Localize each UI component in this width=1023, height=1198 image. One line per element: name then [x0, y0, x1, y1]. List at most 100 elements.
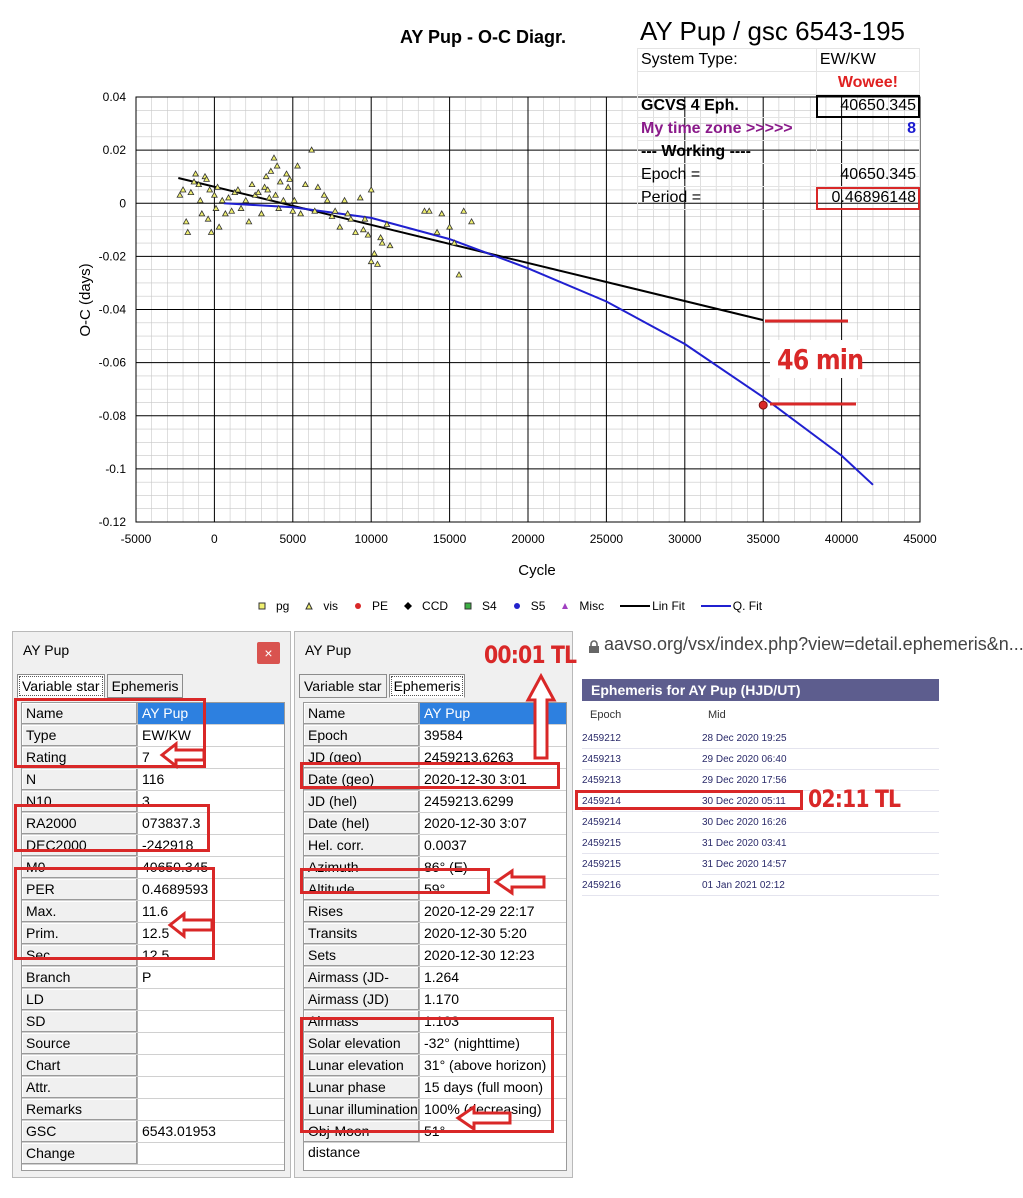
property-value: 39584 [424, 727, 463, 743]
tab-ephemeris[interactable]: Ephemeris [106, 674, 184, 698]
property-row[interactable]: Airmass (JD) 1.170 [304, 989, 566, 1011]
y-tick-label: -0.08 [99, 409, 127, 423]
info-row: --- Working ---- [637, 140, 921, 164]
property-value: 2020-12-30 3:01 [424, 771, 527, 787]
close-button[interactable]: × [257, 642, 280, 664]
info-label: Epoch = [637, 163, 817, 187]
property-row[interactable]: Sets 2020-12-30 12:23 [304, 945, 566, 967]
property-value: -32° (nighttime) [424, 1035, 520, 1051]
ephemeris-epoch: 2459216 [582, 880, 621, 891]
property-key: Change [22, 1143, 138, 1164]
property-row[interactable]: Solar elevation -32° (nighttime) [304, 1033, 566, 1055]
property-row[interactable]: Date (geo) 2020-12-30 3:01 [304, 769, 566, 791]
wowee-text: Wowee! [815, 71, 921, 95]
property-row[interactable]: Prim. 12.5 [22, 923, 284, 945]
ephemeris-row: 2459215 31 Dec 2020 14:57 [582, 853, 939, 875]
address-bar-url[interactable]: aavso.org/vsx/index.php?view=detail.ephe… [604, 634, 1023, 654]
property-key: Name [22, 703, 138, 724]
legend-label: pg [276, 599, 290, 613]
legend-label: Lin Fit [652, 599, 685, 613]
vis-point [272, 191, 280, 198]
legend-triangle-icon [305, 602, 314, 610]
highlight-box [300, 868, 490, 894]
variable-star-window: AY Pup × Variable star Ephemeris Name AY … [12, 631, 291, 1178]
property-row[interactable]: Rises 2020-12-29 22:17 [304, 901, 566, 923]
property-row[interactable]: Attr. [22, 1077, 284, 1099]
x-axis-label: Cycle [518, 562, 556, 579]
info-label: --- Working ---- [637, 140, 817, 164]
vis-point [314, 183, 322, 190]
y-tick-label: 0.02 [103, 143, 127, 157]
property-key: RA2000 [22, 813, 138, 834]
property-row[interactable]: Date (hel) 2020-12-30 3:07 [304, 813, 566, 835]
property-row[interactable]: Azimuth 86° (E) [304, 857, 566, 879]
x-tick-label: 45000 [903, 532, 937, 546]
property-row[interactable]: Transits 2020-12-30 5:20 [304, 923, 566, 945]
property-value: 2020-12-30 12:23 [424, 947, 535, 963]
property-row[interactable]: PER 0.4689593 [22, 879, 284, 901]
highlight-box [14, 804, 210, 852]
legend-item: PE [354, 599, 388, 613]
tab-bar: Variable star Ephemeris [17, 674, 185, 698]
x-tick-label: 5000 [279, 532, 306, 546]
property-row[interactable]: Max. 11.6 [22, 901, 284, 923]
property-key: Chart [22, 1055, 138, 1076]
tab-variable-star[interactable]: Variable star [299, 674, 387, 698]
property-key: Remarks [22, 1099, 138, 1120]
vis-point [207, 228, 215, 235]
legend-label: S5 [530, 599, 546, 613]
property-row[interactable]: Change [22, 1143, 284, 1165]
vis-point [323, 196, 331, 203]
property-row[interactable]: Rating 7 [22, 747, 284, 769]
property-row[interactable]: GSC 6543.01953 [22, 1121, 284, 1143]
vis-point [257, 210, 265, 217]
property-row[interactable]: LD [22, 989, 284, 1011]
property-row[interactable]: Epoch 39584 [304, 725, 566, 747]
tab-variable-star[interactable]: Variable star [17, 674, 105, 698]
property-row[interactable]: Source [22, 1033, 284, 1055]
property-row[interactable]: Type EW/KW [22, 725, 284, 747]
arrow-left-icon [159, 740, 206, 770]
property-row[interactable]: RA2000 073837.3 [22, 813, 284, 835]
property-row[interactable]: N 116 [22, 769, 284, 791]
property-row[interactable]: Hel. corr. 0.0037 [304, 835, 566, 857]
legend-label: Q. Fit [732, 599, 763, 613]
period-value: 0.46896148 [815, 186, 921, 210]
vis-point [433, 228, 441, 235]
arrow-up-icon [525, 672, 557, 760]
property-value: 3 [142, 793, 150, 809]
property-row[interactable]: Chart [22, 1055, 284, 1077]
vis-point [264, 186, 272, 193]
property-row[interactable]: Lunar phase 15 days (full moon) [304, 1077, 566, 1099]
y-tick-label: -0.04 [99, 303, 127, 317]
pe-point [758, 400, 768, 410]
legend-circle-icon [513, 603, 520, 609]
series-q-fit [223, 202, 874, 486]
property-row[interactable]: Branch P [22, 967, 284, 989]
property-key: Sets [304, 945, 420, 966]
vis-point [198, 210, 206, 217]
property-row[interactable]: Lunar elevation 31° (above horizon) [304, 1055, 566, 1077]
vis-point [377, 233, 385, 241]
property-row[interactable]: Name AY Pup [22, 703, 284, 725]
vis-point [184, 228, 192, 235]
property-value: 0.0037 [424, 837, 467, 853]
vis-point [301, 180, 309, 188]
property-row[interactable]: Remarks [22, 1099, 284, 1121]
gcvs-eph-input[interactable]: 40650.345 [815, 94, 921, 118]
ephemeris-mid: 30 Dec 2020 05:11 [702, 796, 786, 807]
property-key: Epoch [304, 725, 420, 746]
property-row[interactable]: SD [22, 1011, 284, 1033]
ephemeris-epoch: 2459214 [582, 817, 621, 828]
legend-label: Misc [579, 599, 605, 613]
vis-point [262, 172, 270, 180]
ephemeris-epoch: 2459214 [582, 796, 621, 807]
property-row[interactable]: Lunar illumination 100% (decreasing) [304, 1099, 566, 1121]
property-row[interactable]: Name AY Pup [304, 703, 566, 725]
property-row[interactable]: JD (hel) 2459213.6299 [304, 791, 566, 813]
property-key: LD [22, 989, 138, 1010]
vis-point [336, 223, 344, 230]
ephemeris-epoch: 2459213 [582, 754, 621, 765]
tab-ephemeris[interactable]: Ephemeris [388, 674, 466, 698]
ephemeris-row: 2459216 01 Jan 2021 02:12 [582, 874, 939, 896]
